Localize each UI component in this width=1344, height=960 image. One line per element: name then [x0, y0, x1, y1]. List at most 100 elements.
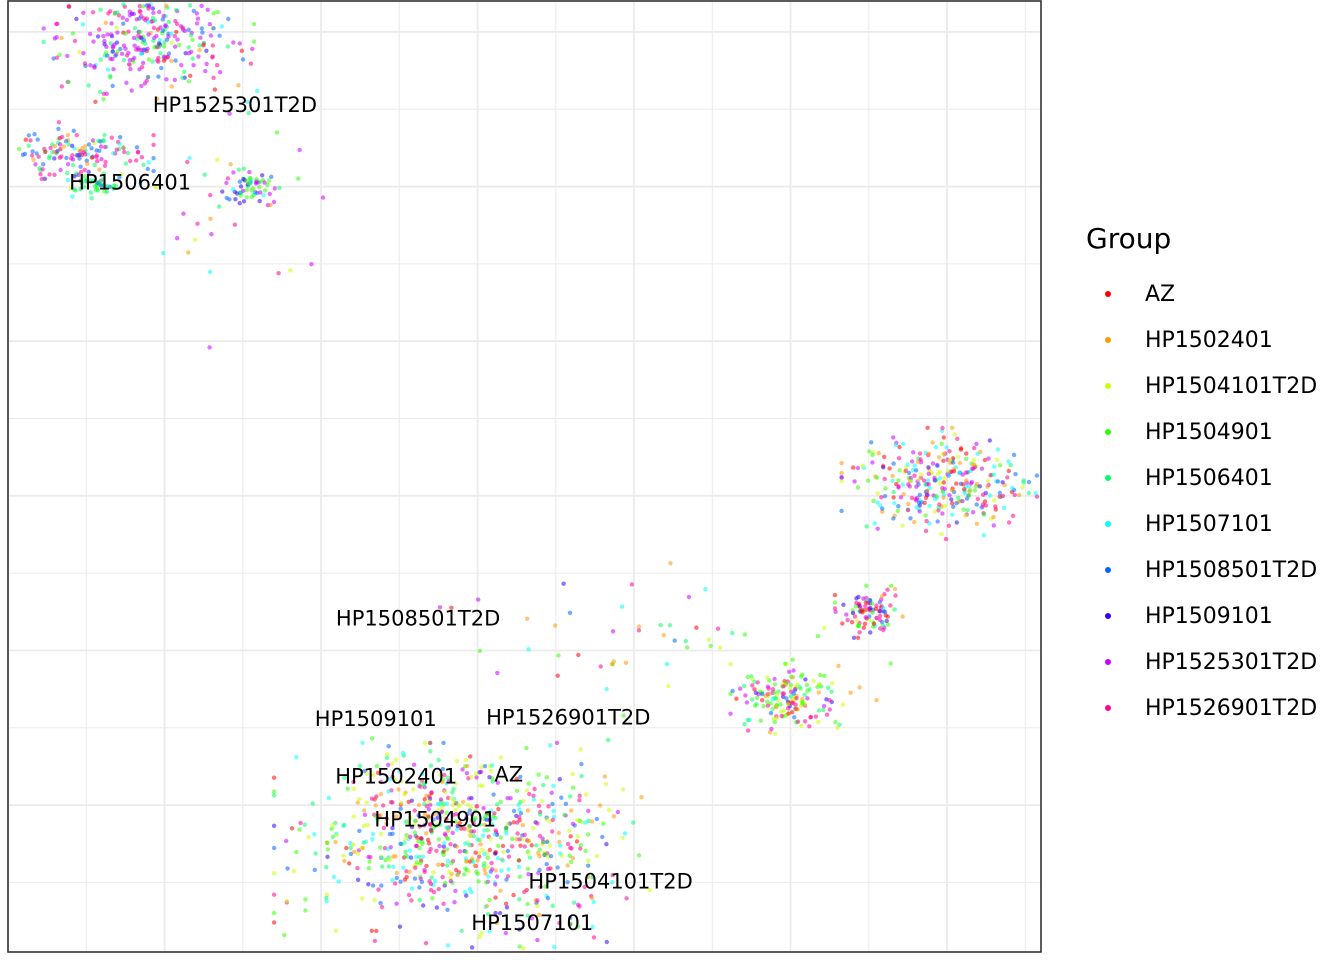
data-point	[878, 609, 883, 614]
data-point	[802, 692, 807, 697]
data-point	[914, 505, 919, 510]
data-point	[686, 594, 692, 600]
data-point	[428, 887, 434, 893]
data-point	[92, 162, 97, 168]
data-point	[790, 710, 795, 715]
data-point	[742, 683, 747, 689]
data-point	[426, 799, 432, 804]
data-point	[1008, 462, 1013, 468]
data-point	[282, 932, 287, 938]
data-point	[925, 488, 930, 493]
data-point	[469, 945, 475, 950]
data-point	[407, 869, 412, 875]
data-point	[139, 64, 145, 70]
data-point	[890, 473, 895, 479]
data-point	[342, 775, 347, 780]
data-point	[152, 35, 157, 41]
data-point	[98, 7, 103, 12]
data-point	[146, 32, 151, 37]
data-point	[360, 740, 365, 746]
data-point	[857, 630, 862, 635]
data-point	[829, 689, 834, 694]
data-point	[448, 796, 454, 801]
data-point	[1033, 491, 1038, 496]
data-point	[568, 834, 573, 839]
data-point	[150, 6, 156, 11]
data-point	[926, 471, 931, 476]
data-point	[683, 638, 688, 644]
data-point	[240, 57, 246, 62]
data-point	[824, 697, 829, 702]
data-point	[111, 183, 117, 188]
data-point	[384, 821, 389, 826]
data-point	[949, 497, 954, 502]
data-point	[271, 789, 277, 794]
data-point	[101, 171, 107, 176]
data-point	[947, 493, 952, 498]
data-point	[822, 673, 827, 678]
data-point	[981, 533, 986, 538]
data-point	[28, 138, 33, 143]
data-point	[821, 707, 826, 713]
data-point	[908, 516, 913, 521]
data-point	[232, 222, 238, 227]
data-point	[611, 659, 617, 664]
data-point	[768, 710, 774, 716]
data-point	[509, 844, 515, 849]
data-point	[498, 835, 503, 840]
data-point	[884, 618, 889, 624]
data-point	[166, 19, 171, 25]
data-point	[555, 865, 560, 870]
data-point	[41, 162, 46, 167]
data-point	[138, 29, 143, 34]
data-point	[991, 523, 996, 528]
data-point	[783, 661, 788, 666]
data-point	[578, 747, 583, 752]
data-point	[667, 623, 673, 628]
data-point	[391, 864, 396, 869]
data-point	[544, 775, 549, 780]
data-point	[475, 858, 480, 863]
data-point	[34, 151, 39, 156]
data-point	[151, 25, 157, 31]
data-point	[835, 725, 840, 730]
data-point	[765, 675, 770, 680]
data-point	[666, 683, 671, 689]
data-point	[516, 864, 522, 869]
data-point	[602, 774, 608, 779]
data-point	[464, 859, 469, 864]
data-point	[427, 849, 432, 855]
data-point	[524, 745, 529, 751]
data-point	[567, 794, 573, 799]
data-point	[794, 696, 799, 701]
data-point	[151, 10, 156, 16]
data-point	[908, 478, 914, 484]
data-point	[219, 24, 224, 29]
data-point	[971, 462, 977, 467]
data-point	[421, 903, 426, 908]
data-point	[262, 180, 267, 185]
data-point	[880, 506, 885, 511]
data-point	[110, 45, 116, 50]
legend-label: HP1508501T2D	[1145, 557, 1318, 583]
data-point	[173, 7, 179, 13]
data-point	[355, 865, 360, 871]
data-point	[138, 51, 143, 56]
data-point	[54, 55, 60, 60]
data-point	[108, 9, 113, 14]
data-point	[495, 780, 500, 785]
data-point	[454, 867, 459, 873]
data-point	[228, 162, 233, 167]
data-point	[87, 31, 93, 37]
data-point	[604, 686, 609, 692]
data-point	[896, 485, 901, 490]
data-point	[191, 62, 196, 68]
data-point	[495, 802, 500, 807]
data-point	[706, 637, 712, 642]
data-point	[249, 194, 254, 200]
data-point	[526, 850, 531, 855]
data-point	[610, 629, 616, 634]
data-point	[215, 9, 220, 15]
data-point	[526, 647, 531, 652]
data-point	[1010, 485, 1015, 490]
